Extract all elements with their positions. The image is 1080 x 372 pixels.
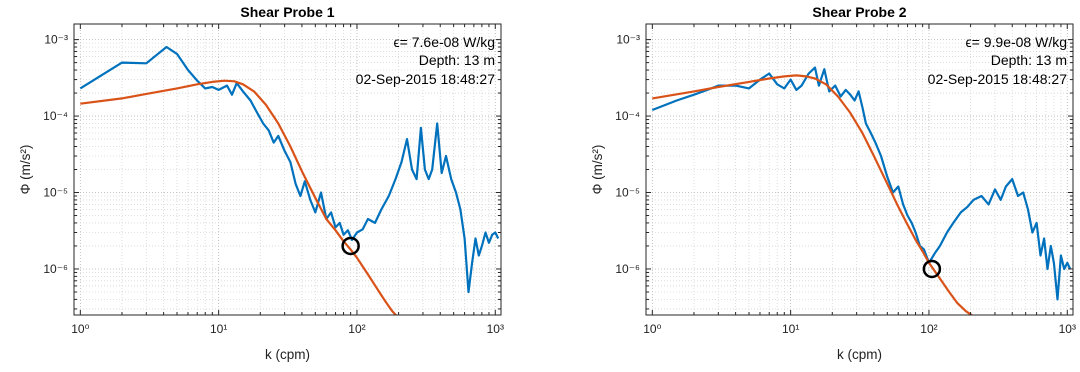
y-axis-label: Φ (m/s²) [590, 145, 605, 195]
data-marks [651, 66, 1072, 315]
shear-probe-1-panel: 10⁰ 10¹ 10² 10³ 10⁻⁶ 10⁻⁵ 10⁻⁴ 10⁻³ Shear Probe… [18, 4, 504, 362]
data-marks [79, 45, 500, 315]
measured-spectrum-line [651, 66, 1072, 301]
measured-spectrum-line [79, 45, 500, 294]
depth-annotation: Depth: 13 m [991, 52, 1067, 68]
x-tick-label: 10³ [487, 322, 504, 336]
depth-annotation: Depth: 13 m [419, 52, 495, 68]
y-tick-label: 10⁻⁴ [615, 109, 640, 123]
chart-title: Shear Probe 2 [812, 4, 906, 20]
epsilon-annotation: ϵ= 7.6e-08 W/kg [393, 34, 495, 50]
x-tick-label: 10⁰ [71, 322, 89, 336]
x-axis-label: k (cpm) [837, 347, 882, 362]
shear-probe-2-panel: 10⁰ 10¹ 10² 10³ 10⁻⁶ 10⁻⁵ 10⁻⁴ 10⁻³ Shear Probe… [590, 4, 1076, 362]
x-tick-label: 10³ [1059, 322, 1076, 336]
axis-ticks [645, 24, 1073, 315]
y-tick-label: 10⁻⁵ [615, 186, 640, 200]
epsilon-annotation: ϵ= 9.9e-08 W/kg [965, 34, 1067, 50]
tick-labels: 10⁰ 10¹ 10² 10³ 10⁻⁶ 10⁻⁵ 10⁻⁴ 10⁻³ [615, 33, 1076, 336]
grid [73, 24, 501, 315]
cutoff-marker [341, 236, 360, 256]
y-axis-label: Φ (m/s²) [18, 145, 33, 195]
timestamp-annotation: 02-Sep-2015 18:48:27 [356, 71, 496, 87]
cutoff-marker [922, 259, 942, 279]
y-tick-label: 10⁻⁵ [43, 186, 68, 200]
chart-title: Shear Probe 1 [240, 4, 334, 20]
x-tick-label: 10² [348, 322, 365, 336]
grid [645, 24, 1073, 315]
x-axis-label: k (cpm) [265, 347, 310, 362]
y-tick-label: 10⁻³ [44, 33, 68, 47]
tick-labels: 10⁰ 10¹ 10² 10³ 10⁻⁶ 10⁻⁵ 10⁻⁴ 10⁻³ [43, 33, 504, 336]
y-tick-label: 10⁻⁴ [43, 109, 68, 123]
y-tick-label: 10⁻³ [616, 33, 640, 47]
axis-ticks [73, 24, 501, 315]
reference-spectrum-line [652, 74, 974, 315]
reference-spectrum-line [80, 79, 398, 315]
y-tick-label: 10⁻⁶ [43, 262, 68, 276]
y-tick-label: 10⁻⁶ [615, 262, 640, 276]
x-tick-label: 10² [920, 322, 937, 336]
x-tick-label: 10¹ [782, 322, 799, 336]
timestamp-annotation: 02-Sep-2015 18:48:27 [928, 71, 1068, 87]
x-tick-label: 10⁰ [643, 322, 661, 336]
x-tick-label: 10¹ [210, 322, 227, 336]
